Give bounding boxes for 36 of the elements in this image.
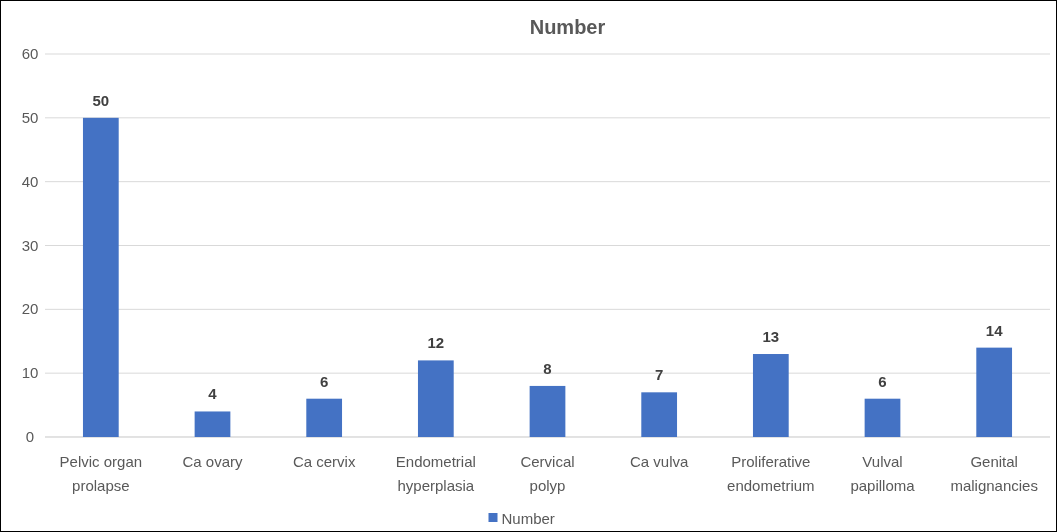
legend-label: Number [501,510,555,527]
bar [864,398,901,437]
x-tick-label: Genital malignancies [950,453,1038,494]
bar [976,347,1013,437]
data-label: 6 [319,372,329,390]
bar [529,385,566,437]
bar [417,360,454,437]
x-tick-label: Ca cervix [292,453,356,470]
data-label: 4 [208,385,218,403]
data-label: 7 [654,366,664,384]
y-tick-label: 60 [21,45,39,62]
data-label: 14 [985,321,1004,339]
data-label: 13 [762,328,780,346]
y-tick-label: 50 [21,108,39,126]
x-tick-label: Vulval papilloma [850,453,916,494]
x-tick-label: Endometrial hyperplasia [395,453,476,494]
x-tick-label: Ca vulva [629,453,689,470]
bar [752,354,789,437]
y-tick-label: 10 [21,364,39,382]
bar [306,398,343,437]
y-tick-label: 0 [25,428,35,445]
y-tick-label: 40 [21,172,39,190]
data-label: 6 [878,372,887,390]
bar [641,392,678,437]
data-label: 8 [543,359,552,377]
x-tick-label: Proliferative endometrium [727,453,815,494]
bar [194,411,231,437]
x-tick-label: Pelvic organ prolapse [59,453,143,494]
data-label: 50 [92,91,110,109]
chart-title: Number [529,16,606,38]
x-tick-label: Cervical polyp [520,453,575,494]
data-label: 12 [427,334,445,352]
y-tick-label: 20 [21,300,39,318]
x-tick-label: Ca ovary [182,453,244,470]
bar [82,117,119,437]
y-tick-label: 30 [21,236,39,254]
